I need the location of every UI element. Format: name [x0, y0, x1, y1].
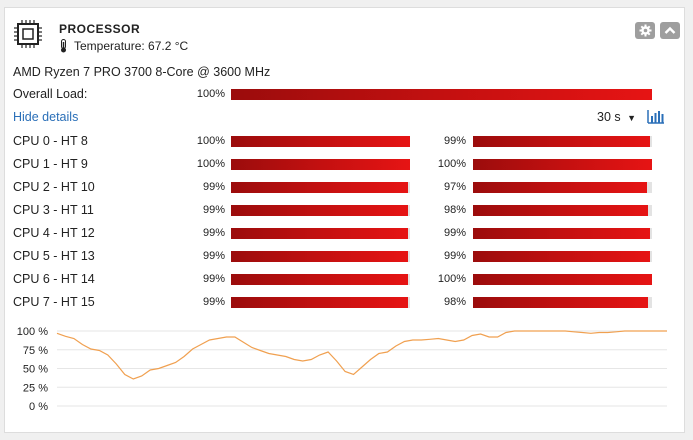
core-bar-a — [231, 136, 410, 147]
core-bar-a — [231, 205, 410, 216]
y-tick-label: 75 % — [23, 345, 48, 357]
temperature-row: Temperature: 67.2 °C — [59, 39, 188, 53]
core-bar-b — [473, 297, 652, 308]
core-bar-a-fill — [231, 297, 409, 308]
core-bar-a — [231, 274, 410, 285]
core-bar-a — [231, 159, 410, 170]
core-bar-b-fill — [473, 297, 649, 308]
core-bar-a — [231, 251, 410, 262]
core-label: CPU 0 - HT 8 — [13, 134, 88, 148]
core-bar-b-fill — [473, 182, 647, 193]
core-percent-b: 99% — [443, 250, 466, 262]
core-bar-a — [231, 182, 410, 193]
overall-load-fill — [231, 89, 652, 100]
core-percent-a: 99% — [202, 227, 225, 239]
core-percent-b: 98% — [443, 296, 466, 308]
core-percent-a: 99% — [202, 181, 225, 193]
core-bar-b — [473, 159, 652, 170]
thermometer-icon — [61, 39, 66, 53]
settings-button[interactable] — [635, 22, 655, 39]
interval-value: 30 s — [597, 110, 621, 124]
core-label: CPU 4 - HT 12 — [13, 226, 95, 240]
core-label: CPU 7 - HT 15 — [13, 295, 95, 309]
chevron-up-icon — [664, 26, 676, 34]
core-percent-a: 99% — [202, 204, 225, 216]
panel-title: PROCESSOR — [59, 22, 141, 36]
gear-icon — [639, 24, 651, 37]
core-percent-b: 98% — [443, 204, 466, 216]
core-label: CPU 6 - HT 14 — [13, 272, 95, 286]
core-bar-b — [473, 182, 652, 193]
core-bar-a-fill — [231, 251, 409, 262]
temperature-text: Temperature: 67.2 °C — [74, 39, 189, 53]
core-label: CPU 1 - HT 9 — [13, 157, 88, 171]
core-percent-a: 99% — [202, 296, 225, 308]
core-bar-b — [473, 251, 652, 262]
core-percent-b: 99% — [443, 135, 466, 147]
core-percent-b: 99% — [443, 227, 466, 239]
load-history-line — [56, 330, 667, 380]
collapse-button[interactable] — [660, 22, 680, 39]
cpu-chip-icon — [14, 20, 42, 48]
y-tick-label: 100 % — [17, 326, 48, 338]
core-percent-a: 100% — [196, 158, 225, 170]
core-bar-a-fill — [231, 205, 409, 216]
interval-select[interactable]: 30 s ▼ — [597, 110, 636, 124]
core-bar-b-fill — [473, 159, 652, 170]
core-bar-b-fill — [473, 228, 651, 239]
core-bar-b-fill — [473, 136, 651, 147]
processor-panel: PROCESSOR Temperature: 67.2 °C AMD Ryzen… — [4, 7, 685, 433]
core-bar-b — [473, 274, 652, 285]
y-tick-label: 50 % — [23, 364, 48, 376]
core-label: CPU 3 - HT 11 — [13, 203, 94, 217]
core-percent-a: 99% — [202, 273, 225, 285]
caret-down-icon: ▼ — [627, 113, 637, 123]
core-label: CPU 2 - HT 10 — [13, 180, 95, 194]
core-bar-a-fill — [231, 228, 409, 239]
core-percent-b: 100% — [437, 158, 466, 170]
y-tick-label: 25 % — [23, 382, 48, 394]
core-bar-b — [473, 228, 652, 239]
core-bar-b-fill — [473, 274, 652, 285]
y-tick-label: 0 % — [29, 401, 48, 413]
hide-details-link[interactable]: Hide details — [13, 110, 79, 124]
core-bar-b-fill — [473, 205, 649, 216]
core-bar-a — [231, 297, 410, 308]
core-percent-a: 100% — [196, 135, 225, 147]
bar-chart-icon[interactable] — [647, 108, 665, 124]
core-bar-a-fill — [231, 136, 410, 147]
core-bar-b — [473, 205, 652, 216]
processor-model: AMD Ryzen 7 PRO 3700 8-Core @ 3600 MHz — [13, 65, 271, 79]
overall-load-bar — [231, 89, 652, 100]
core-percent-a: 99% — [202, 250, 225, 262]
core-bar-a-fill — [231, 182, 409, 193]
core-bar-b-fill — [473, 251, 651, 262]
overall-load-percent: 100% — [196, 88, 225, 100]
core-bar-b — [473, 136, 652, 147]
core-percent-b: 97% — [443, 181, 466, 193]
core-percent-b: 100% — [437, 273, 466, 285]
core-label: CPU 5 - HT 13 — [13, 249, 95, 263]
core-bar-a-fill — [231, 159, 410, 170]
core-bar-a — [231, 228, 410, 239]
load-history-chart: 100 % 75 % 50 % 25 % 0 % — [17, 326, 667, 413]
overall-load-label: Overall Load: — [13, 87, 88, 101]
core-bar-a-fill — [231, 274, 409, 285]
